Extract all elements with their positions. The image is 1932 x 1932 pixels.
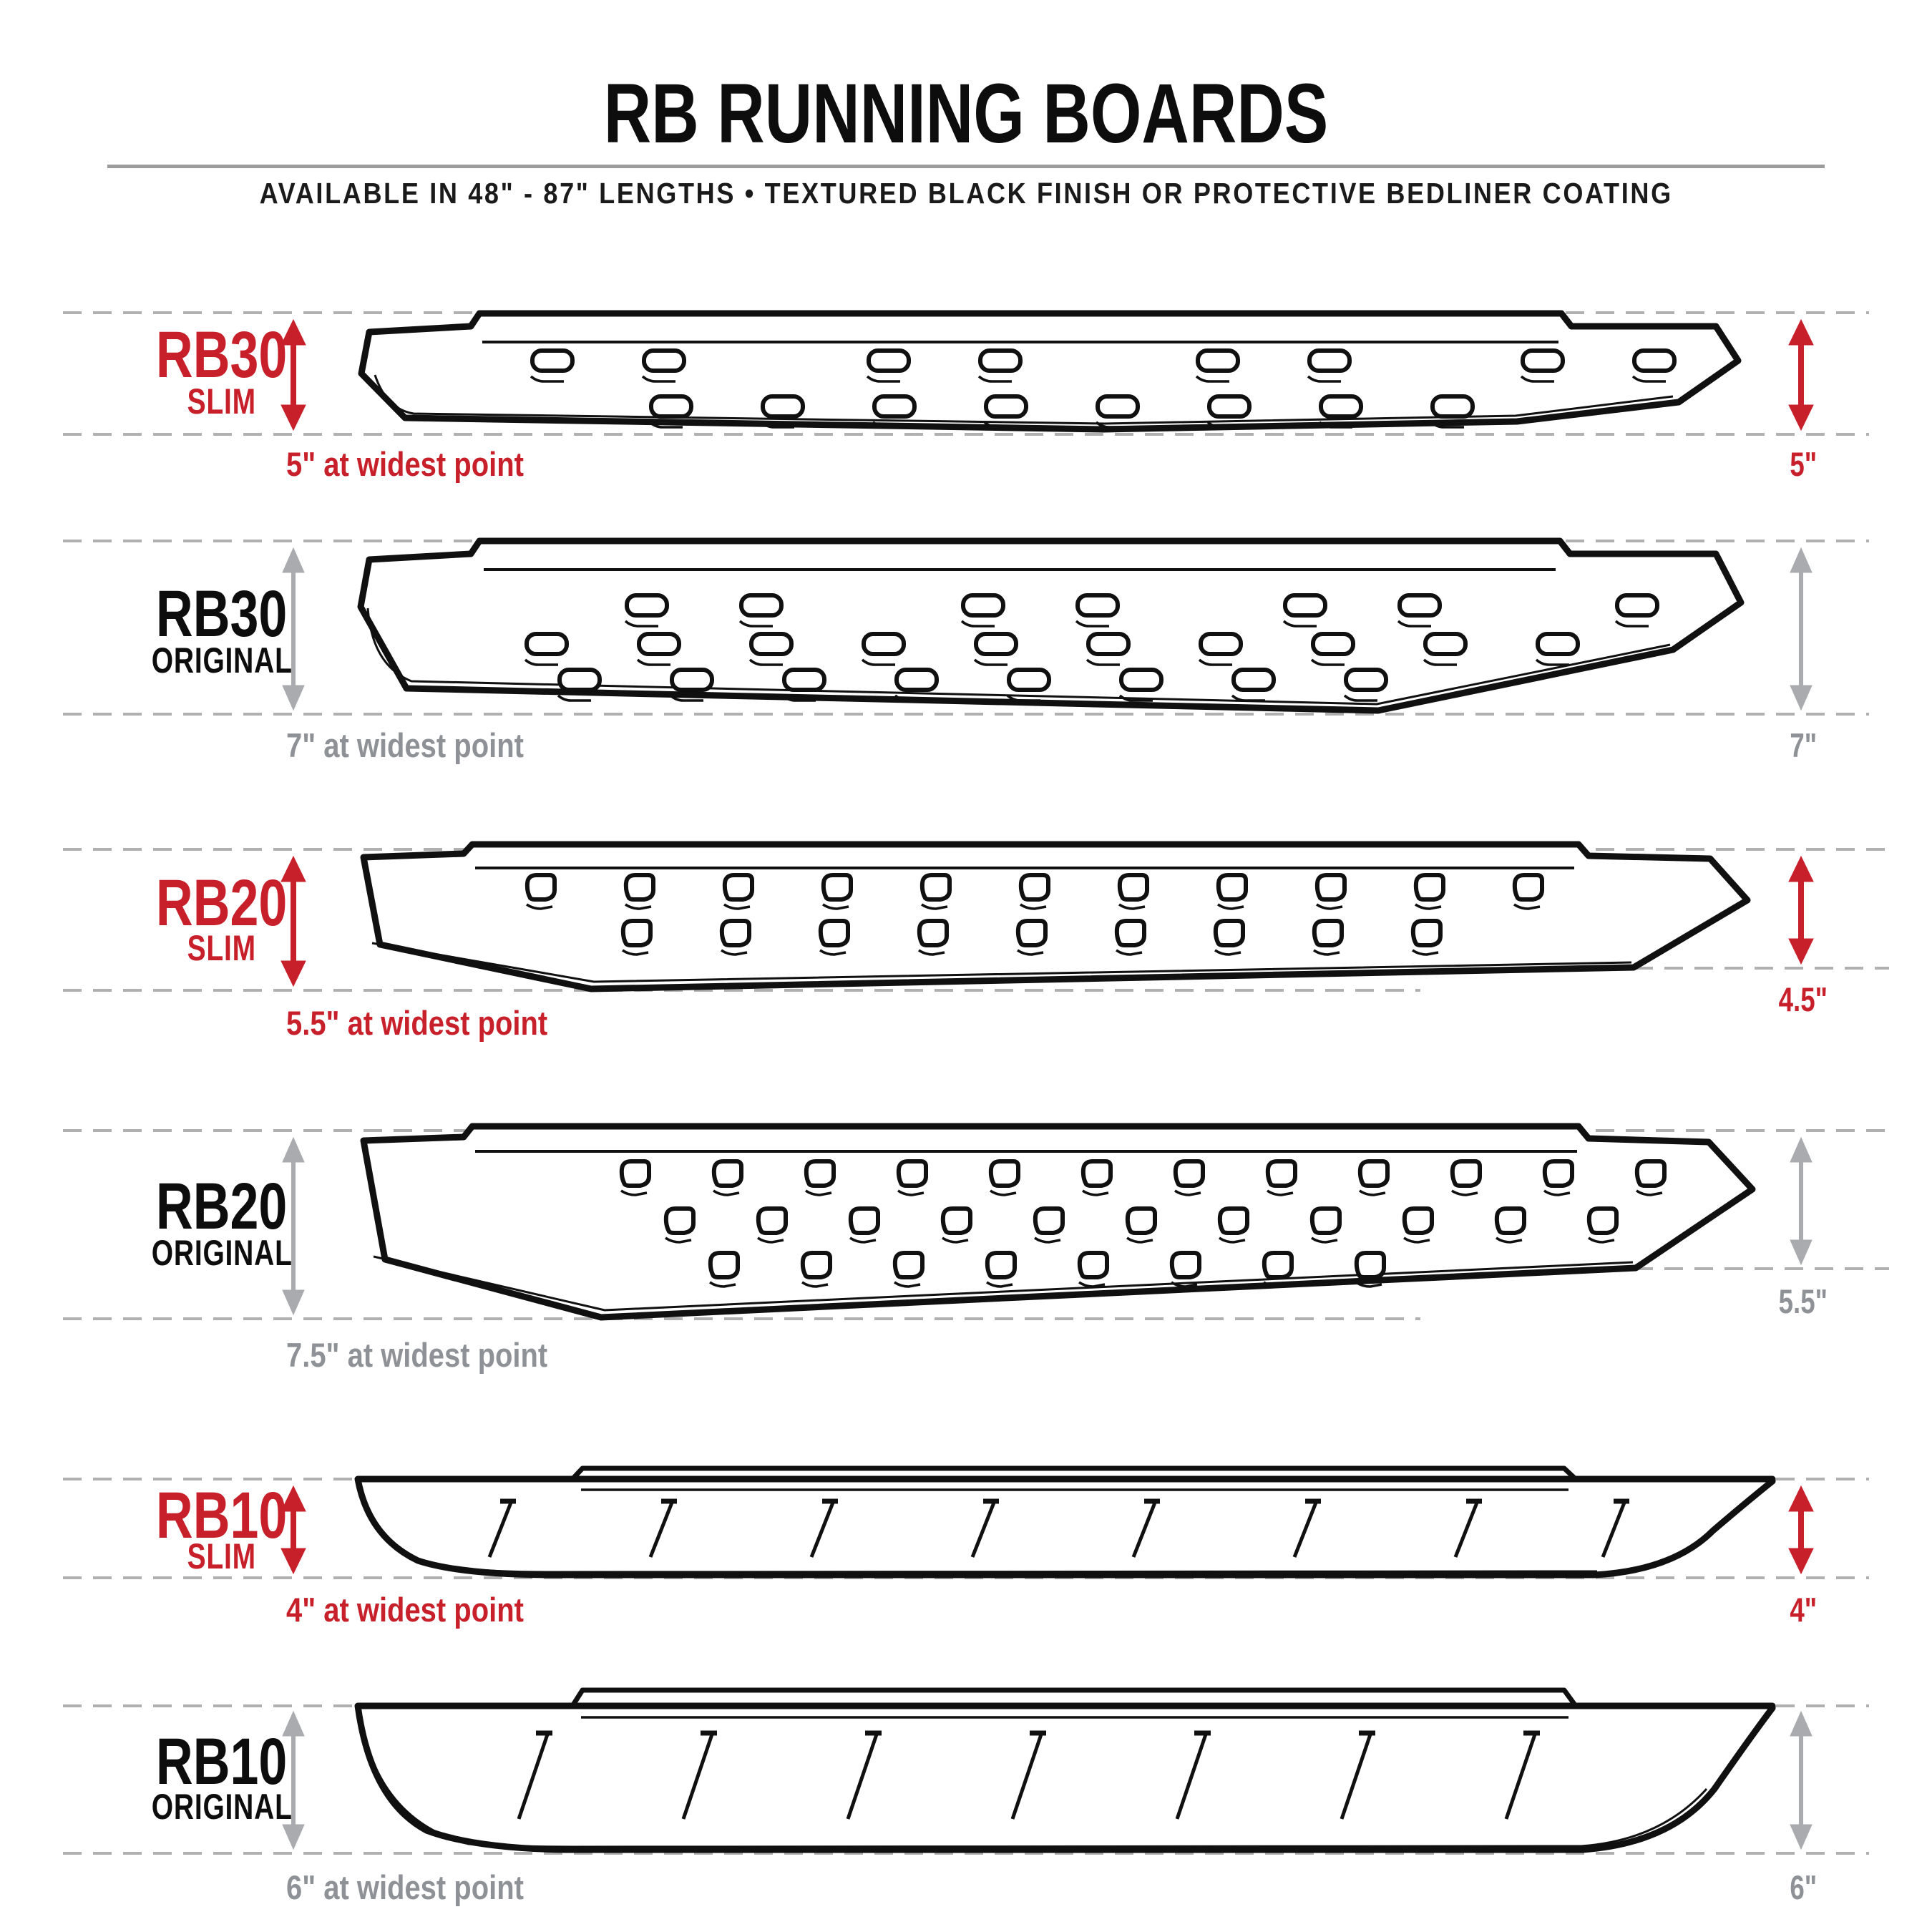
rb10-original-right-dimension: 6" — [1790, 1868, 1817, 1906]
page-subtitle-text: AVAILABLE IN 48" - 87" LENGTHS • TEXTURE… — [259, 177, 1673, 210]
rb20-slim-left-arrow — [280, 855, 306, 987]
rb10-slim-right-arrow — [1788, 1485, 1814, 1575]
rb10-original-model-label: RB10 — [156, 1725, 288, 1798]
rb20-slim-right-arrow — [1788, 855, 1814, 965]
rb30-original-right-dimension: 7" — [1790, 726, 1817, 764]
rb30-slim-model-label: RB30 — [156, 318, 288, 391]
rb30-original-variant-label: ORIGINAL — [151, 640, 293, 680]
page-title: RB RUNNING BOARDS — [0, 72, 1932, 156]
rb10-slim-width-caption: 4" at widest point — [286, 1591, 524, 1629]
rb10-slim-right-dimension: 4" — [1790, 1591, 1817, 1629]
rb30-slim-board-drawing — [358, 310, 1742, 433]
rb10-slim-variant-label: SLIM — [187, 1536, 257, 1576]
page-subtitle: AVAILABLE IN 48" - 87" LENGTHS • TEXTURE… — [0, 179, 1932, 208]
rb20-slim-right-dimension: 4.5" — [1778, 980, 1828, 1018]
page-title-text: RB RUNNING BOARDS — [603, 67, 1329, 161]
rb30-slim-width-caption: 5" at widest point — [286, 445, 524, 483]
rb30-slim-variant-label: SLIM — [187, 381, 257, 421]
rb30-slim-left-arrow — [280, 318, 306, 431]
rb20-original-right-arrow — [1790, 1136, 1813, 1266]
rb30-original-board-drawing — [357, 537, 1745, 714]
rb30-original-model-label: RB30 — [156, 577, 288, 650]
rb30-slim-right-dimension: 5" — [1790, 445, 1817, 483]
rb20-original-left-arrow — [282, 1136, 305, 1316]
rb30-slim-right-arrow — [1788, 318, 1814, 431]
rb30-original-left-arrow — [282, 547, 305, 711]
rb20-original-right-dimension: 5.5" — [1778, 1282, 1828, 1320]
rb10-original-right-arrow — [1790, 1710, 1813, 1850]
rb20-original-board-drawing — [360, 1123, 1756, 1321]
rb10-original-variant-label: ORIGINAL — [151, 1787, 293, 1827]
rb20-original-model-label: RB20 — [156, 1170, 288, 1243]
rb20-slim-model-label: RB20 — [156, 867, 288, 940]
title-divider-rule — [107, 165, 1825, 168]
rb30-original-right-arrow — [1790, 547, 1813, 711]
rb20-slim-width-caption: 5.5" at widest point — [286, 1004, 548, 1042]
rb10-slim-board-drawing — [354, 1465, 1776, 1579]
rb30-original-width-caption: 7" at widest point — [286, 726, 524, 764]
rb10-slim-model-label: RB10 — [156, 1479, 288, 1552]
rb20-slim-variant-label: SLIM — [187, 928, 257, 968]
rb10-original-left-arrow — [282, 1710, 305, 1850]
rb20-original-width-caption: 7.5" at widest point — [286, 1336, 548, 1374]
rb20-original-variant-label: ORIGINAL — [151, 1233, 293, 1273]
rb10-slim-left-arrow — [280, 1485, 306, 1575]
rb10-original-board-drawing — [354, 1687, 1776, 1853]
rb10-original-width-caption: 6" at widest point — [286, 1868, 524, 1906]
rb20-slim-board-drawing — [360, 841, 1751, 992]
